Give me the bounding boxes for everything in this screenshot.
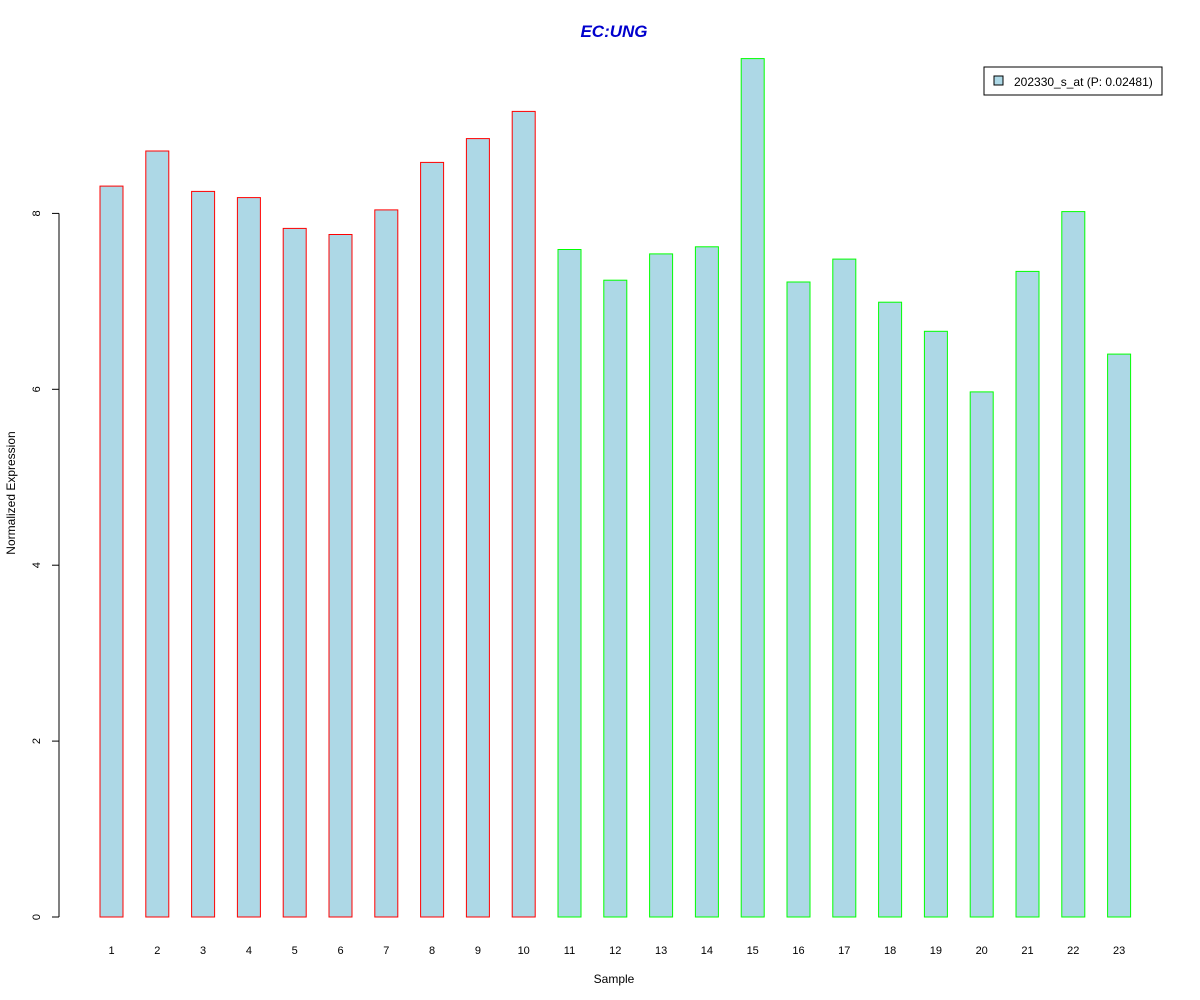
x-tick-label: 3 <box>200 945 206 957</box>
x-tick-label: 6 <box>337 945 343 957</box>
legend-entry: 202330_s_at (P: 0.02481) <box>1014 75 1153 89</box>
x-tick-label: 23 <box>1113 945 1125 957</box>
bar-sample-2 <box>145 150 170 918</box>
x-tick-label: 4 <box>246 945 252 957</box>
x-tick-label: 19 <box>930 945 942 957</box>
bar-sample-4 <box>236 197 261 918</box>
x-tick-label: 11 <box>564 945 575 957</box>
bar-sample-18 <box>878 301 903 918</box>
x-tick-label: 22 <box>1067 945 1079 957</box>
x-tick-label: 2 <box>154 945 160 957</box>
bar-sample-3 <box>191 190 216 918</box>
bar-sample-7 <box>374 209 399 918</box>
bar-sample-13 <box>649 253 674 918</box>
bar-sample-17 <box>832 258 857 918</box>
bar-sample-10 <box>511 110 536 918</box>
x-tick-label: 16 <box>792 945 804 957</box>
x-tick-label: 21 <box>1021 945 1033 957</box>
y-tick-label: 0 <box>31 914 43 920</box>
bar-sample-19 <box>923 330 948 918</box>
x-tick-label: 20 <box>976 945 988 957</box>
x-tick-label: 10 <box>518 945 530 957</box>
y-tick-label: 8 <box>31 210 43 216</box>
y-axis-label: Normalized Expression <box>4 431 18 554</box>
legend-swatch <box>993 75 1004 86</box>
x-tick-label: 8 <box>429 945 435 957</box>
bar-sample-21 <box>1015 270 1040 918</box>
x-tick-label: 7 <box>383 945 389 957</box>
bar-sample-16 <box>786 281 811 918</box>
y-tick-label: 2 <box>31 738 43 744</box>
x-tick-label: 5 <box>292 945 298 957</box>
bar-sample-11 <box>557 249 582 918</box>
y-tick-label: 6 <box>31 386 43 392</box>
y-axis: 0 2 4 6 8 <box>31 210 60 920</box>
bar-sample-12 <box>603 279 628 918</box>
x-tick-label: 9 <box>475 945 481 957</box>
x-tick-label: 1 <box>108 945 114 957</box>
legend: 202330_s_at (P: 0.02481) <box>983 66 1163 96</box>
x-tick-labels: 1 2 3 4 5 6 7 8 9 10 11 12 13 14 15 16 17 18 19 20 21 22 23 <box>108 945 1125 957</box>
x-tick-label: 12 <box>609 945 621 957</box>
x-tick-label: 13 <box>655 945 667 957</box>
bar-sample-5 <box>282 227 307 918</box>
bar-sample-23 <box>1107 353 1132 918</box>
x-tick-label: 17 <box>838 945 850 957</box>
x-tick-label: 18 <box>884 945 896 957</box>
bar-sample-20 <box>969 391 994 918</box>
bars <box>99 58 1132 918</box>
chart-title: EC:UNG <box>580 22 647 41</box>
x-axis-label: Sample <box>594 972 635 986</box>
y-tick-label: 4 <box>31 562 43 568</box>
bar-sample-1 <box>99 185 124 918</box>
legend-box <box>983 66 1163 96</box>
bar-sample-8 <box>420 161 445 918</box>
bar-sample-22 <box>1061 211 1086 918</box>
x-tick-label: 15 <box>747 945 759 957</box>
bar-sample-14 <box>694 246 719 918</box>
bar-sample-6 <box>328 234 353 918</box>
bar-sample-15 <box>740 58 765 918</box>
x-tick-label: 14 <box>701 945 713 957</box>
bar-sample-9 <box>465 138 490 918</box>
